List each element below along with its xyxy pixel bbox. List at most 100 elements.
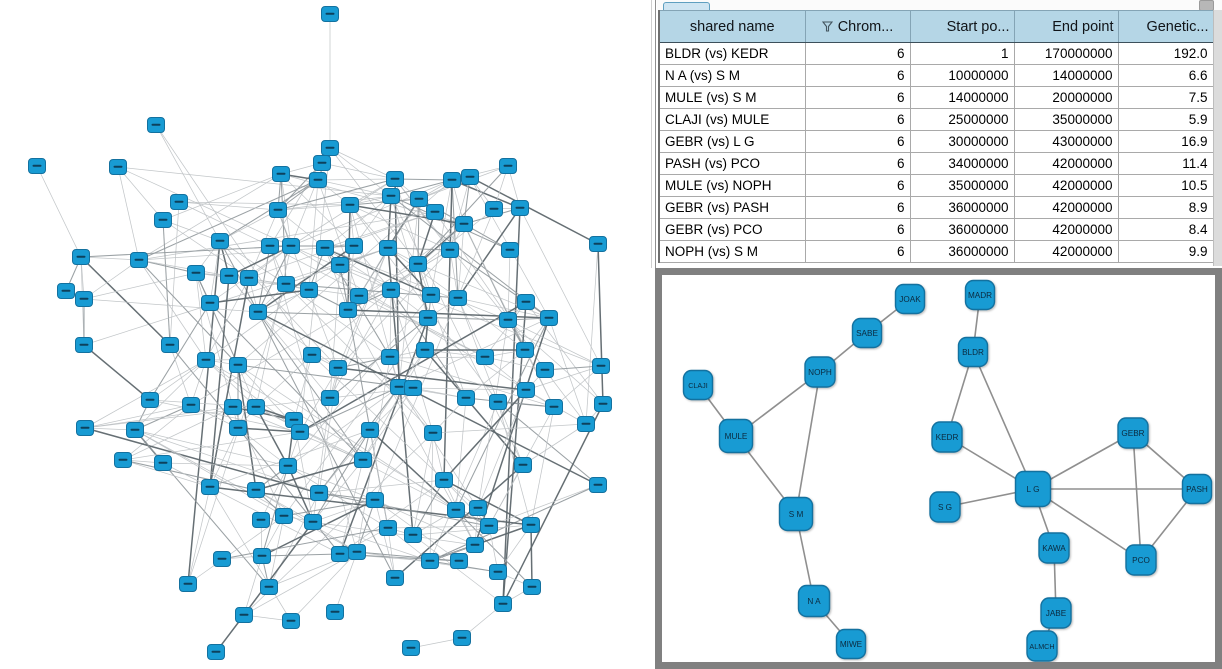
network-node-s-m[interactable]: S M [778, 496, 814, 532]
column-header-start-po[interactable]: Start po... [909, 10, 1015, 43]
network-node[interactable] [489, 564, 507, 580]
table-row[interactable]: MULE (vs) NOPH 6 35000000 42000000 10.5 [658, 174, 1214, 197]
network-node[interactable] [247, 482, 265, 498]
network-node[interactable] [261, 238, 279, 254]
network-node[interactable] [453, 630, 471, 646]
network-node[interactable] [201, 479, 219, 495]
network-node[interactable] [390, 379, 408, 395]
network-node[interactable] [449, 290, 467, 306]
network-node[interactable] [450, 553, 468, 569]
network-node-kedr[interactable]: KEDR [931, 421, 963, 453]
network-node[interactable] [435, 472, 453, 488]
column-header-genetic[interactable]: Genetic... [1117, 10, 1214, 43]
network-node[interactable] [499, 158, 517, 174]
network-node[interactable] [536, 362, 554, 378]
network-node[interactable] [348, 544, 366, 560]
table-row[interactable]: N A (vs) S M 6 10000000 14000000 6.6 [658, 64, 1214, 87]
network-node[interactable] [443, 172, 461, 188]
network-node[interactable] [577, 416, 595, 432]
network-node[interactable] [170, 194, 188, 210]
network-node-jabe[interactable]: JABE [1040, 597, 1072, 629]
network-node[interactable] [72, 249, 90, 265]
network-node[interactable] [426, 204, 444, 220]
network-node[interactable] [179, 576, 197, 592]
table-row[interactable]: GEBR (vs) L G 6 30000000 43000000 16.9 [658, 130, 1214, 153]
table-row[interactable]: CLAJI (vs) MULE 6 25000000 35000000 5.9 [658, 108, 1214, 131]
network-node[interactable] [321, 140, 339, 156]
panel-splitter[interactable] [651, 0, 652, 268]
network-node[interactable] [316, 240, 334, 256]
network-node[interactable] [240, 270, 258, 286]
network-edge-l-g-pco[interactable] [1032, 488, 1142, 561]
table-row[interactable]: PASH (vs) PCO 6 34000000 42000000 11.4 [658, 152, 1214, 175]
network-node[interactable] [249, 304, 267, 320]
network-node[interactable] [345, 238, 363, 254]
network-node[interactable] [589, 236, 607, 252]
network-node[interactable] [182, 397, 200, 413]
network-node[interactable] [339, 302, 357, 318]
network-node[interactable] [154, 212, 172, 228]
network-node[interactable] [404, 380, 422, 396]
network-node[interactable] [275, 508, 293, 524]
network-node[interactable] [447, 502, 465, 518]
network-node[interactable] [516, 342, 534, 358]
network-node[interactable] [514, 457, 532, 473]
network-node-pash[interactable]: PASH [1181, 473, 1213, 505]
network-node[interactable] [517, 294, 535, 310]
network-node[interactable] [341, 197, 359, 213]
network-node[interactable] [379, 240, 397, 256]
network-node[interactable] [386, 171, 404, 187]
network-node[interactable] [75, 337, 93, 353]
network-node-l-g[interactable]: L G [1014, 470, 1052, 508]
network-node[interactable] [523, 579, 541, 595]
network-node[interactable] [594, 396, 612, 412]
network-node-gebr[interactable]: GEBR [1117, 417, 1149, 449]
network-node[interactable] [326, 604, 344, 620]
network-node[interactable] [382, 282, 400, 298]
network-node-sabe[interactable]: SABE [851, 317, 883, 349]
network-node[interactable] [480, 518, 498, 534]
network-node[interactable] [253, 548, 271, 564]
network-node[interactable] [540, 310, 558, 326]
table-row[interactable]: GEBR (vs) PASH 6 36000000 42000000 8.9 [658, 196, 1214, 219]
network-node[interactable] [247, 399, 265, 415]
network-node[interactable] [224, 399, 242, 415]
network-node[interactable] [589, 477, 607, 493]
network-node[interactable] [282, 613, 300, 629]
network-node[interactable] [354, 452, 372, 468]
network-node[interactable] [457, 390, 475, 406]
network-node[interactable] [109, 159, 127, 175]
network-node[interactable] [321, 6, 339, 22]
network-node[interactable] [310, 485, 328, 501]
network-node[interactable] [229, 420, 247, 436]
network-edge-gebr-pco[interactable] [1132, 432, 1142, 561]
network-node[interactable] [57, 283, 75, 299]
network-node[interactable] [28, 158, 46, 174]
network-node[interactable] [229, 357, 247, 373]
network-node[interactable] [282, 238, 300, 254]
network-node[interactable] [235, 607, 253, 623]
network-node-n-a[interactable]: N A [797, 584, 831, 618]
network-node[interactable] [76, 420, 94, 436]
network-overview-panel[interactable] [0, 0, 650, 669]
network-node[interactable] [220, 268, 238, 284]
network-node[interactable] [147, 117, 165, 133]
network-node[interactable] [331, 546, 349, 562]
filtered-network-panel[interactable]: JOAK MADR SABE BLDR NOPH CLAJI MULE KEDR GEBR L G… [655, 268, 1222, 669]
network-node[interactable] [422, 287, 440, 303]
network-node[interactable] [545, 399, 563, 415]
network-node[interactable] [361, 422, 379, 438]
network-node[interactable] [404, 527, 422, 543]
network-node[interactable] [499, 312, 517, 328]
network-node[interactable] [303, 347, 321, 363]
network-node-claji[interactable]: CLAJI [682, 369, 714, 401]
table-row[interactable]: BLDR (vs) KEDR 6 1 170000000 192.0 [658, 42, 1214, 65]
network-node[interactable] [466, 537, 484, 553]
table-vertical-scrollbar[interactable] [1213, 10, 1222, 266]
network-node[interactable] [291, 424, 309, 440]
network-node[interactable] [313, 155, 331, 171]
network-node[interactable] [329, 360, 347, 376]
network-node[interactable] [416, 342, 434, 358]
network-node[interactable] [161, 337, 179, 353]
network-node[interactable] [402, 640, 420, 656]
